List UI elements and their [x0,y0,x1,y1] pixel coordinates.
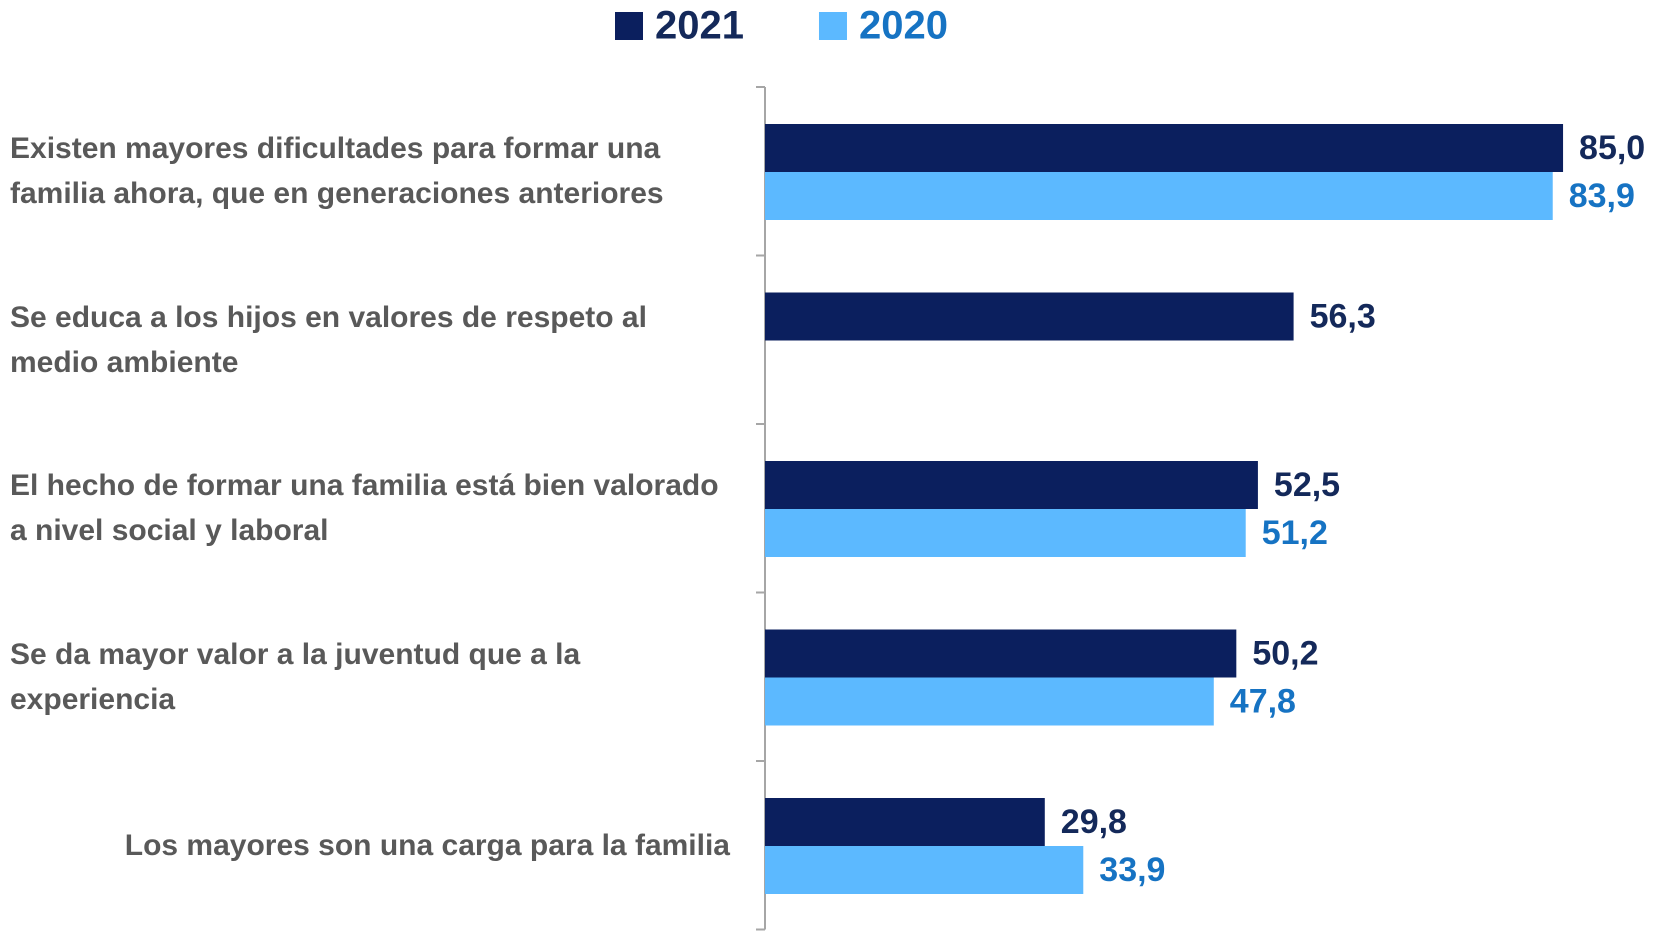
bar [765,629,1237,678]
bar [765,292,1294,341]
category-label: Existen mayores dificultades para formar… [0,87,730,256]
category-text: Los mayores son una carga para la famili… [124,828,730,862]
bar [765,124,1564,172]
category-text: Existen mayores dificultades para formar… [10,132,664,211]
bar [765,677,1214,726]
category-text: El hecho de formar una familia está bien… [10,469,719,548]
bar [765,461,1258,509]
bar [765,846,1084,894]
legend-label: 2021 [655,4,744,48]
legend-swatch [615,12,643,40]
bar [765,172,1553,220]
bar [765,798,1045,846]
category-text: Se educa a los hijos en valores de respe… [10,300,647,379]
category-label: Los mayores son una carga para la famili… [0,761,730,930]
category-label: El hecho de formar una familia está bien… [0,424,730,593]
value-label: 51,2 [1262,514,1328,552]
legend-swatch [818,12,847,40]
value-label: 50,2 [1252,634,1318,672]
value-label: 52,5 [1274,466,1340,504]
value-label: 56,3 [1310,297,1376,335]
legend-label: 2020 [859,4,948,48]
bar [765,509,1246,557]
value-label: 33,9 [1099,851,1165,889]
category-label: Se da mayor valor a la juventud que a la… [0,593,730,762]
value-label: 47,8 [1230,682,1296,720]
category-label: Se educa a los hijos en valores de respe… [0,256,730,425]
category-text: Se da mayor valor a la juventud que a la… [10,637,581,716]
value-label: 83,9 [1569,177,1635,215]
value-label: 85,0 [1579,129,1645,167]
value-label: 29,8 [1061,803,1127,841]
